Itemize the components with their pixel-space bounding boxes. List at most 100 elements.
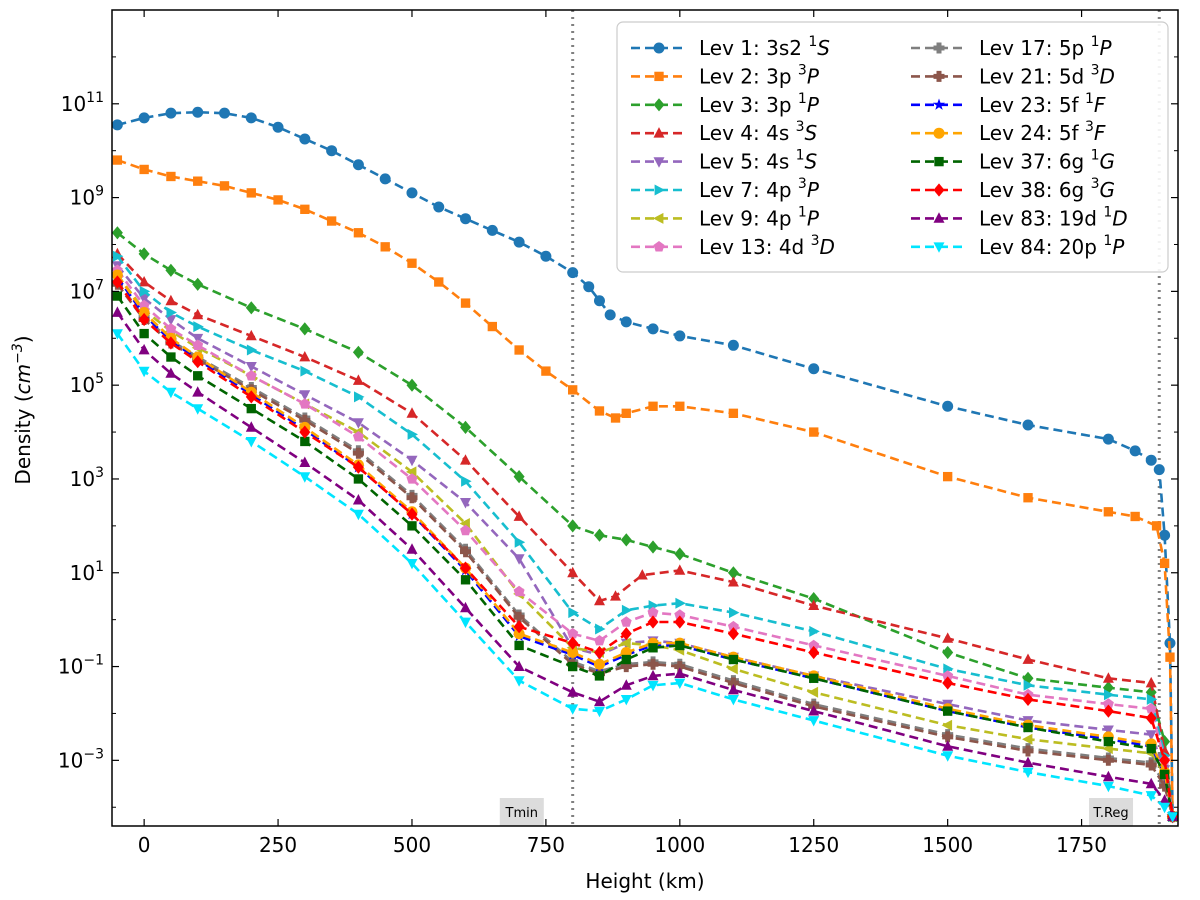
y-tick-label: 103 (70, 465, 104, 491)
data-point (941, 719, 953, 731)
data-point (647, 658, 659, 670)
data-point (407, 258, 417, 268)
data-point (594, 645, 605, 660)
data-point (299, 398, 311, 409)
data-point (352, 431, 364, 442)
data-point (138, 366, 150, 378)
data-point (514, 536, 526, 548)
x-tick-label: 1250 (788, 833, 839, 857)
data-point (245, 112, 257, 124)
data-point (674, 678, 686, 689)
data-point (112, 275, 123, 289)
data-point (513, 470, 525, 484)
data-point (165, 294, 177, 306)
legend-label: Lev 37: 6g 1G (979, 148, 1115, 174)
data-point (513, 236, 525, 248)
legend-swatch-marker (653, 127, 665, 138)
data-point (406, 187, 418, 199)
data-point (942, 731, 954, 743)
data-point (460, 617, 471, 629)
data-point (809, 673, 819, 683)
data-point (942, 400, 954, 412)
data-point (245, 362, 257, 373)
x-tick-label: 250 (259, 833, 297, 857)
data-point (165, 263, 177, 277)
data-point (407, 428, 418, 440)
data-point (461, 475, 472, 487)
data-point (1153, 464, 1165, 476)
legend-label: Lev 4: 4s 3S (699, 119, 818, 145)
legend-entry-13: Lev 37: 6g 1G (911, 148, 1115, 174)
data-point (583, 281, 595, 293)
data-point (299, 425, 311, 439)
data-point (138, 112, 150, 124)
data-point (1167, 812, 1178, 823)
data-point (1102, 770, 1114, 782)
data-point (1102, 698, 1114, 709)
data-point (460, 213, 472, 225)
data-point (166, 171, 176, 182)
data-point (595, 623, 606, 635)
data-point (593, 295, 605, 307)
data-point (1145, 676, 1157, 688)
region-label-box (499, 798, 544, 826)
y-axis-ticks: 1011 109 107 105 103 101 10−1 10−3 (58, 9, 1178, 808)
data-point (647, 606, 659, 618)
data-point (675, 640, 685, 651)
data-point (674, 564, 686, 575)
x-tick-label: 500 (393, 833, 431, 857)
data-point (727, 695, 739, 706)
data-point (568, 607, 579, 619)
data-point (354, 391, 365, 403)
data-point (434, 277, 444, 287)
data-point (513, 628, 525, 640)
data-point (1159, 529, 1171, 541)
data-point (112, 329, 123, 340)
data-point (593, 658, 605, 670)
data-point (514, 345, 524, 355)
data-point (807, 686, 819, 698)
data-point (352, 374, 364, 385)
data-point (192, 355, 204, 369)
data-point (245, 370, 257, 381)
data-point (1022, 733, 1033, 745)
data-point (406, 507, 418, 521)
series-11 (112, 271, 1178, 822)
data-point (942, 632, 954, 643)
data-point (594, 528, 605, 542)
series-line (116, 264, 1174, 817)
data-point (727, 620, 739, 632)
region-label-1: T.Reg (1089, 798, 1134, 826)
data-point (352, 418, 364, 429)
data-point (1159, 558, 1170, 569)
data-point (514, 640, 524, 651)
legend-swatch-marker (933, 127, 945, 139)
series-10 (112, 278, 1178, 823)
data-point (942, 670, 954, 681)
data-point (1146, 743, 1156, 754)
data-point (1145, 730, 1157, 741)
data-point (1145, 759, 1157, 771)
data-point (567, 646, 579, 658)
data-point (165, 323, 177, 334)
data-point (352, 345, 364, 359)
data-point (808, 645, 820, 660)
data-point (513, 611, 525, 623)
data-point (1103, 507, 1114, 517)
series-13 (112, 291, 1178, 822)
series-line (116, 281, 1174, 817)
data-point (139, 164, 149, 175)
data-point (610, 413, 621, 423)
data-point (1102, 433, 1114, 445)
data-point (942, 740, 954, 751)
legend-swatch-marker (653, 157, 665, 168)
data-point (620, 627, 632, 641)
legend-label: Lev 5: 4s 1S (699, 148, 818, 174)
data-point (1146, 693, 1158, 705)
data-point (192, 386, 204, 397)
data-point (674, 330, 686, 342)
data-point (594, 706, 605, 718)
data-point (165, 336, 177, 350)
data-point (1159, 794, 1171, 805)
data-point (540, 250, 552, 262)
